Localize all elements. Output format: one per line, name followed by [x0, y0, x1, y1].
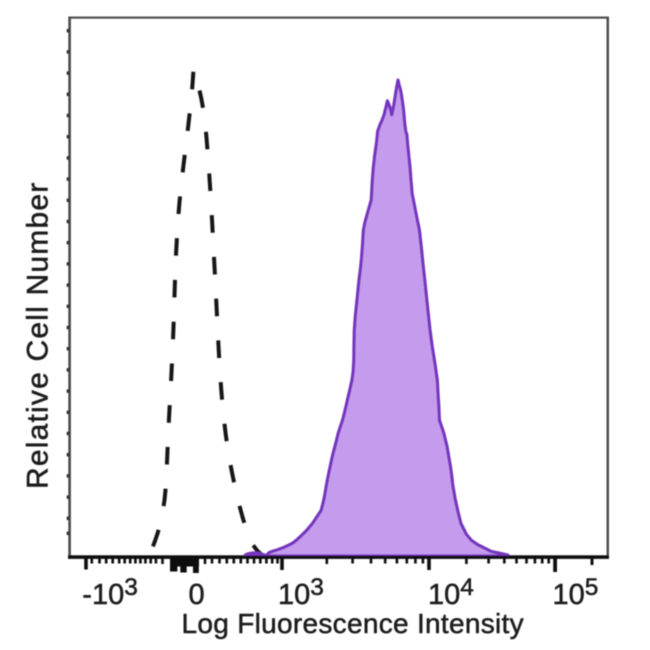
svg-text:Relative Cell Number: Relative Cell Number [22, 182, 55, 489]
svg-text:0: 0 [189, 579, 205, 611]
svg-text:104: 104 [428, 574, 474, 611]
svg-text:Log Fluorescence Intensity: Log Fluorescence Intensity [182, 608, 524, 639]
